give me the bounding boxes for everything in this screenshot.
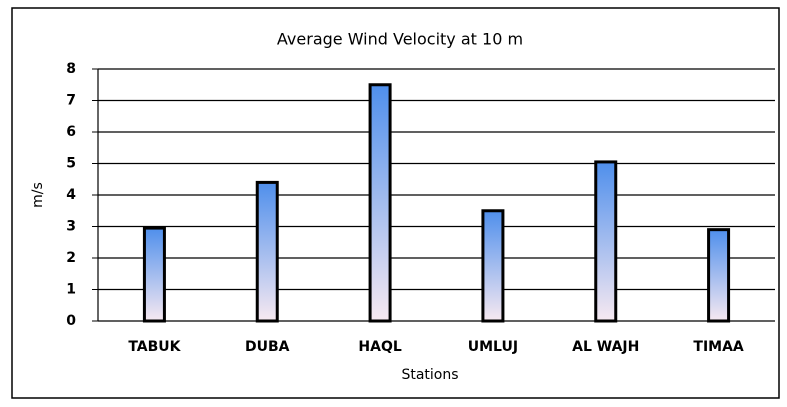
bar [142, 226, 166, 323]
x-tick-label: HAQL [358, 339, 401, 355]
y-tick-label: 2 [66, 250, 76, 266]
bar [594, 160, 618, 323]
y-tick-label: 5 [66, 156, 76, 172]
bar [707, 228, 731, 323]
bar [368, 83, 392, 323]
y-tick-label: 1 [66, 282, 76, 298]
bar [481, 209, 505, 323]
x-tick-label: TIMAA [693, 339, 744, 355]
y-axis-title: m/s [30, 182, 46, 208]
chart-frame [11, 7, 780, 399]
bar [255, 180, 279, 323]
y-tick-label: 8 [66, 61, 76, 77]
x-tick-label: TABUK [128, 339, 181, 355]
x-tick-label: UMLUJ [468, 339, 518, 355]
y-tick-label: 0 [66, 313, 76, 329]
y-tick-label: 6 [66, 124, 76, 140]
x-tick-label: DUBA [245, 339, 290, 355]
x-axis-title: Stations [401, 367, 458, 383]
plot-area: 0 1 2 3 4 5 6 7 8 TABUK DUBA HAQL UMLUJ AL WAJH TIMAA [66, 61, 775, 355]
chart-title: Average Wind Velocity at 10 m [277, 30, 523, 49]
y-tick-label: 3 [66, 219, 76, 235]
y-tick-label: 7 [66, 93, 76, 109]
y-tick-label: 4 [66, 187, 76, 203]
x-tick-label: AL WAJH [572, 339, 639, 355]
